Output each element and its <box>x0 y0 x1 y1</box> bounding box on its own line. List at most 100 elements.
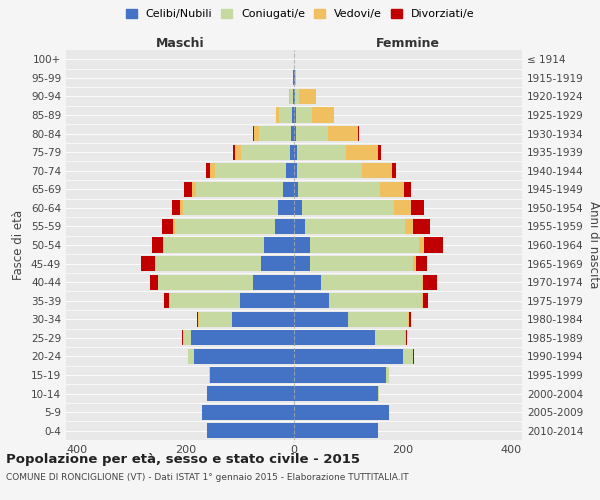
Bar <box>262 256 294 271</box>
Bar <box>376 330 405 345</box>
Bar <box>299 89 316 104</box>
Bar <box>164 293 169 308</box>
Bar <box>278 200 294 216</box>
Bar <box>173 219 175 234</box>
Bar <box>294 256 310 271</box>
Bar <box>206 163 210 178</box>
Bar <box>406 330 407 345</box>
Bar <box>294 349 403 364</box>
Bar <box>403 349 413 364</box>
Bar <box>207 423 294 438</box>
Bar <box>295 89 299 104</box>
Bar <box>175 219 275 234</box>
Bar <box>184 182 192 197</box>
Bar <box>297 163 362 178</box>
Bar <box>259 126 291 141</box>
Bar <box>215 163 286 178</box>
Bar <box>233 144 235 160</box>
Bar <box>348 312 408 327</box>
Bar <box>362 163 392 178</box>
Bar <box>386 368 389 382</box>
Bar <box>275 219 294 234</box>
Bar <box>296 126 328 141</box>
Bar <box>294 144 297 160</box>
Bar <box>289 89 290 104</box>
Bar <box>312 108 334 122</box>
Bar <box>321 274 422 290</box>
Bar <box>180 200 183 216</box>
Bar <box>294 312 348 327</box>
Bar <box>294 182 298 197</box>
Bar <box>253 126 254 141</box>
Bar <box>192 182 196 197</box>
Bar <box>142 256 155 271</box>
Bar <box>380 182 404 197</box>
Bar <box>422 274 423 290</box>
Bar <box>152 238 163 252</box>
Text: Popolazione per età, sesso e stato civile - 2015: Popolazione per età, sesso e stato civil… <box>6 452 360 466</box>
Bar <box>392 163 396 178</box>
Bar <box>196 182 283 197</box>
Bar <box>328 126 358 141</box>
Bar <box>294 126 296 141</box>
Bar <box>164 238 264 252</box>
Bar <box>411 200 424 216</box>
Bar <box>202 404 294 420</box>
Bar <box>188 349 194 364</box>
Bar <box>346 144 378 160</box>
Bar <box>413 219 430 234</box>
Bar <box>294 404 389 420</box>
Bar <box>424 238 443 252</box>
Bar <box>329 293 422 308</box>
Bar <box>294 423 378 438</box>
Bar <box>422 293 428 308</box>
Bar <box>423 274 437 290</box>
Bar <box>240 293 294 308</box>
Bar <box>302 200 394 216</box>
Bar <box>210 163 215 178</box>
Bar <box>294 238 310 252</box>
Bar <box>294 89 295 104</box>
Bar <box>253 274 294 290</box>
Bar <box>279 108 292 122</box>
Bar <box>183 200 278 216</box>
Bar <box>416 256 427 271</box>
Bar <box>169 293 240 308</box>
Bar <box>149 274 158 290</box>
Bar <box>292 108 294 122</box>
Bar <box>194 349 294 364</box>
Bar <box>209 368 210 382</box>
Bar <box>290 89 293 104</box>
Bar <box>305 219 405 234</box>
Bar <box>310 238 419 252</box>
Bar <box>298 182 380 197</box>
Bar <box>310 256 413 271</box>
Bar <box>294 163 297 178</box>
Bar <box>405 219 413 234</box>
Y-axis label: Fasce di età: Fasce di età <box>13 210 25 280</box>
Legend: Celibi/Nubili, Coniugati/e, Vedovi/e, Divorziati/e: Celibi/Nubili, Coniugati/e, Vedovi/e, Di… <box>122 6 478 22</box>
Text: COMUNE DI RONCIGLIONE (VT) - Dati ISTAT 1° gennaio 2015 - Elaborazione TUTTITALI: COMUNE DI RONCIGLIONE (VT) - Dati ISTAT … <box>6 472 409 482</box>
Bar <box>207 386 294 401</box>
Bar <box>404 182 411 197</box>
Text: Femmine: Femmine <box>376 37 440 50</box>
Bar <box>235 144 241 160</box>
Bar <box>409 312 411 327</box>
Bar <box>191 330 294 345</box>
Bar <box>296 108 312 122</box>
Bar <box>283 182 294 197</box>
Bar <box>394 200 411 216</box>
Bar <box>210 368 294 382</box>
Bar <box>294 108 296 122</box>
Bar <box>197 312 199 327</box>
Bar <box>162 219 173 234</box>
Bar <box>241 144 290 160</box>
Bar <box>254 126 259 141</box>
Bar <box>294 330 376 345</box>
Bar <box>294 274 321 290</box>
Bar <box>286 163 294 178</box>
Bar <box>158 274 253 290</box>
Text: Maschi: Maschi <box>155 37 205 50</box>
Bar <box>232 312 294 327</box>
Y-axis label: Anni di nascita: Anni di nascita <box>587 202 600 288</box>
